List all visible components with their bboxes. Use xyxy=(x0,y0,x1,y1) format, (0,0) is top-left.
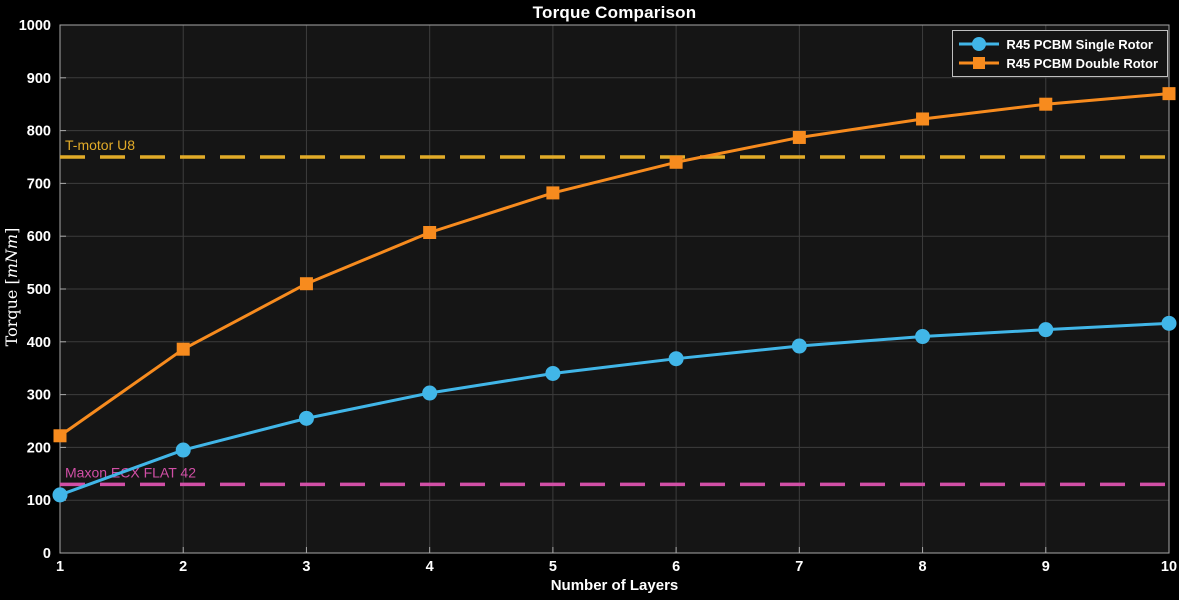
series-1-marker xyxy=(423,226,437,240)
y-axis-label-bracket: ] xyxy=(2,227,21,234)
series-line-1 xyxy=(59,92,1170,438)
series-1-marker xyxy=(299,277,313,291)
series-0-marker xyxy=(175,442,191,458)
series-1-marker xyxy=(176,342,190,356)
y-tick-label: 100 xyxy=(27,493,51,509)
ref-line-label: Maxon ECX FLAT 42 xyxy=(65,464,196,480)
y-axis-label-text: Torque [ xyxy=(2,278,21,347)
x-tick-label: 1 xyxy=(56,559,64,575)
y-tick-label: 700 xyxy=(27,176,51,192)
series-1-marker xyxy=(53,429,67,443)
y-tick-label: 800 xyxy=(27,124,51,140)
legend[interactable]: R45 PCBM Single Rotor R45 PCBM Double Ro… xyxy=(952,30,1168,77)
series-1-marker xyxy=(669,155,683,169)
y-tick-label: 1000 xyxy=(19,18,51,34)
series-0-marker xyxy=(915,329,931,345)
x-tick-label: 9 xyxy=(1042,559,1050,575)
series-1-marker xyxy=(1162,87,1176,101)
series-0-marker xyxy=(422,385,438,401)
ref-line-label: T-motor U8 xyxy=(65,137,135,153)
x-tick-label: 6 xyxy=(672,559,680,575)
x-tick-label: 8 xyxy=(919,559,927,575)
x-tick-label: 3 xyxy=(302,559,310,575)
y-tick-label: 200 xyxy=(27,440,51,456)
x-tick-label: 4 xyxy=(426,559,434,575)
y-tick-label: 300 xyxy=(27,388,51,404)
y-tick-label: 900 xyxy=(27,71,51,87)
legend-label-double-rotor: R45 PCBM Double Rotor xyxy=(1006,55,1158,71)
series-1-marker xyxy=(546,186,560,200)
series-0-marker xyxy=(668,351,684,367)
chart-title: Torque Comparison xyxy=(532,3,697,22)
y-tick-label: 0 xyxy=(43,546,51,562)
y-tick-label: 500 xyxy=(27,282,51,298)
double-rotor-line-swatch xyxy=(959,57,1000,69)
series-line-0 xyxy=(59,321,1170,497)
series-0-marker xyxy=(298,410,314,426)
series-0-marker xyxy=(52,487,68,503)
series-0-marker xyxy=(1038,322,1054,338)
x-tick-label: 7 xyxy=(795,559,803,575)
x-axis-label: Number of Layers xyxy=(550,577,679,594)
y-axis-label-units: mNm xyxy=(2,233,21,279)
y-axis-label: Torque [mNm] xyxy=(2,222,22,352)
series-0-marker xyxy=(1161,315,1177,331)
x-tick-label: 10 xyxy=(1161,559,1177,575)
series-1-marker xyxy=(1039,97,1053,111)
y-tick-label: 400 xyxy=(27,335,51,351)
series-1-marker xyxy=(792,130,806,144)
series-0-marker xyxy=(791,338,807,354)
legend-label-single-rotor: R45 PCBM Single Rotor xyxy=(1006,36,1153,52)
legend-item-double-rotor[interactable]: R45 PCBM Double Rotor xyxy=(958,54,1158,72)
y-tick-label: 600 xyxy=(27,229,51,245)
single-rotor-line-swatch xyxy=(959,37,1000,51)
series-0-marker xyxy=(545,365,561,381)
x-tick-label: 2 xyxy=(179,559,187,575)
series-1-marker xyxy=(916,112,930,126)
x-tick-label: 5 xyxy=(549,559,557,575)
legend-item-single-rotor[interactable]: R45 PCBM Single Rotor xyxy=(958,35,1158,53)
